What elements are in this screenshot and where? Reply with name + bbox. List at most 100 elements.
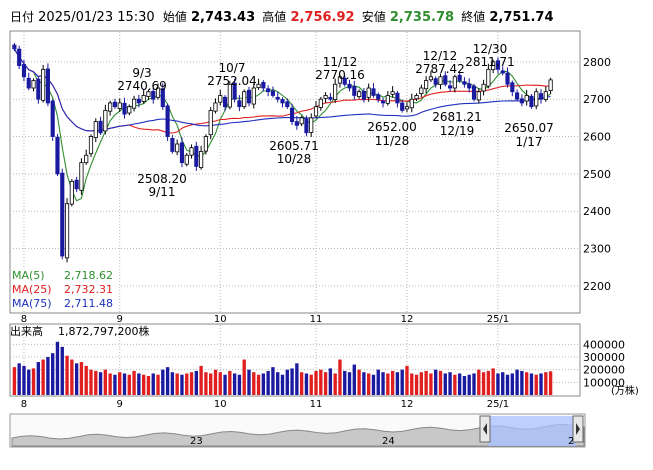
volume-unit: (万株)	[611, 384, 639, 397]
candle-body	[84, 154, 89, 164]
ma-legend: MA(5) 2,718.62 MA(25) 2,732.31 MA(75) 2,…	[11, 267, 119, 310]
candle-body	[60, 172, 65, 257]
overview-selection[interactable]	[488, 416, 576, 446]
candle-62	[309, 113, 314, 137]
candle-body	[304, 118, 309, 134]
volume-bar-78	[386, 373, 390, 395]
annotation-0-date: 9/3	[132, 66, 151, 80]
annotation-8-date: 12/30	[473, 42, 508, 56]
candle-5	[36, 75, 41, 104]
volume-bar-45	[228, 370, 232, 395]
candle-80	[395, 90, 400, 108]
volume-bar-50	[252, 372, 256, 395]
candle-body	[280, 99, 285, 104]
volume-bar-79	[390, 370, 395, 395]
volume-bar-21	[113, 374, 117, 395]
candle-61	[304, 115, 309, 137]
candle-body	[155, 87, 161, 98]
vol-x-tick-1: 9	[117, 399, 123, 410]
annotation-0-value: 2740.69	[117, 79, 167, 93]
candle-body	[55, 136, 60, 175]
volume-bar-75	[371, 374, 376, 395]
overview-label-24: 24	[382, 436, 395, 447]
candle-51	[256, 78, 261, 90]
open-value: 2,743.43	[190, 10, 256, 25]
overview-label-2: 2	[568, 436, 574, 447]
volume-bar-102	[501, 372, 505, 395]
candle-12	[69, 179, 74, 207]
ma5-label: MA(5)	[12, 269, 45, 282]
candle-body	[50, 100, 55, 137]
volume-bar-10	[60, 346, 64, 395]
candle-21	[112, 98, 118, 109]
ma5-value: 2,718.62	[64, 269, 113, 282]
high-label: 高値	[262, 10, 287, 24]
volume-bar-37	[189, 372, 194, 395]
annotation-2-value: 2752.04	[207, 74, 257, 88]
candle-body	[74, 179, 79, 190]
volume-bar-5	[36, 362, 41, 395]
candle-35	[179, 137, 185, 168]
low-value: 2,735.78	[389, 10, 455, 25]
candle-48	[242, 89, 247, 109]
candle-body	[385, 95, 390, 104]
ma5-line	[13, 48, 551, 202]
candle-75	[371, 83, 376, 98]
candle-66	[328, 92, 333, 102]
volume-bar-51	[256, 374, 261, 395]
volume-bar-61	[304, 373, 309, 395]
candle-body	[447, 85, 453, 89]
ma75-label: MA(75)	[12, 297, 52, 310]
candle-42	[213, 98, 218, 114]
candle-53	[266, 85, 271, 97]
price-tick-2400: 2400	[583, 205, 611, 218]
volume-bar-20	[108, 373, 112, 395]
volume-bar-59	[295, 363, 299, 395]
candle-body	[323, 95, 328, 99]
volume-bar-77	[381, 372, 385, 395]
overview-right-handle[interactable]	[572, 415, 584, 443]
x-tick-2: 10	[214, 314, 227, 325]
annotation-9-value: 2650.07	[504, 121, 554, 135]
low-label: 安値	[361, 10, 386, 24]
candle-body	[471, 85, 477, 100]
candle-body	[64, 203, 70, 259]
volume-bar-42	[213, 369, 218, 395]
candle-58	[289, 103, 295, 125]
candle-11	[64, 198, 70, 263]
volume-bar-26	[137, 373, 141, 395]
price-x-ticks: 8 9 10 11 12 25/1	[21, 314, 509, 325]
volume-bar-25	[132, 370, 136, 395]
candle-96	[471, 83, 477, 102]
volume-bar-18	[98, 372, 103, 395]
volume-bar-30	[156, 374, 160, 395]
candle-body	[222, 96, 228, 108]
volume-bar-13	[74, 363, 79, 395]
volume-bar-40	[204, 372, 208, 395]
candle-body	[515, 92, 520, 100]
candle-body	[333, 83, 338, 100]
candle-body	[534, 91, 539, 107]
volume-bar-33	[170, 372, 175, 395]
annotation-6-value: 2787.42	[415, 62, 465, 76]
overview-left-handle[interactable]	[479, 415, 491, 443]
volume-bar-29	[151, 373, 155, 395]
candle-body	[93, 121, 98, 139]
volume-bar-101	[496, 373, 500, 395]
candle-body	[409, 98, 414, 109]
volume-x-ticks: 8 9 10 11 12 25/1	[21, 399, 509, 410]
candle-body	[31, 80, 36, 89]
vol-x-tick-3: 11	[310, 399, 323, 410]
annotation-3-date: 10/28	[277, 152, 312, 166]
candle-body	[117, 102, 122, 109]
candle-90	[443, 71, 448, 87]
x-tick-4: 12	[401, 314, 414, 325]
volume-bar-35	[180, 374, 184, 395]
candle-77	[380, 97, 386, 108]
volume-bar-24	[127, 374, 131, 395]
volume-bar-111	[544, 372, 548, 395]
candle-59	[294, 116, 299, 130]
candle-body	[227, 83, 232, 108]
